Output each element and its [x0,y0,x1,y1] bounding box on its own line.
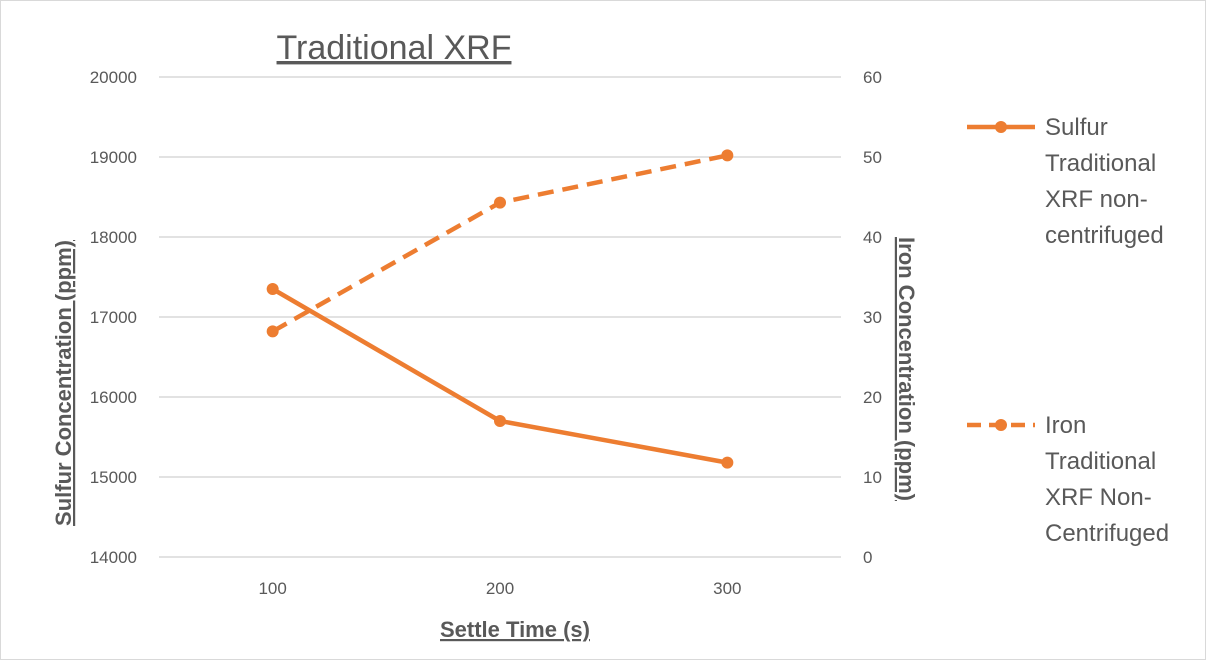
y-left-tick-label: 17000 [90,308,137,327]
legend-label-line: Iron [1045,412,1086,439]
gridlines [159,76,841,558]
series-line [271,153,728,334]
legend-label-line: Centrifuged [1045,520,1169,547]
data-point [494,196,506,209]
y-axis-right-ticks: 0 10 20 30 40 50 60 [863,68,882,567]
series-sulfur [266,283,734,469]
y-axis-title-left: Sulfur Concentration (ppm) [51,240,76,526]
y-right-tick-label: 30 [863,308,882,327]
y-right-tick-label: 40 [863,228,882,247]
data-point [494,415,506,427]
legend-item: Iron Traditional XRF Non- Centrifuged [967,412,1169,547]
legend-marker [995,121,1007,133]
data-point [721,456,734,469]
legend: Sulfur Traditional XRF non-centrifuged Iron… [967,114,1169,547]
x-tick-label: 300 [713,579,741,598]
legend-label-line: Traditional [1045,448,1156,475]
x-axis-ticks: 100 200 300 [258,579,741,598]
data-point [721,149,734,162]
y-right-tick-label: 10 [863,468,882,487]
series-line [271,287,728,465]
legend-label-line: XRF non- [1045,186,1148,213]
x-tick-label: 100 [258,579,286,598]
x-tick-label: 200 [486,579,514,598]
legend-item: Sulfur Traditional XRF non-centrifuged [967,114,1164,249]
y-axis-left-ticks: 14000 15000 16000 17000 18000 19000 20000 [90,68,137,567]
data-point [266,283,279,295]
y-left-tick-label: 15000 [90,468,137,487]
legend-label-line: Sulfur [1045,114,1108,141]
plot-series [266,149,734,469]
y-left-tick-label: 20000 [90,68,137,87]
y-left-tick-label: 16000 [90,388,137,407]
y-left-tick-label: 14000 [90,548,137,567]
x-axis-title: Settle Time (s) [440,617,590,642]
legend-label-line: centrifuged [1045,222,1164,249]
legend-label-line: XRF Non- [1045,484,1152,511]
y-right-tick-label: 0 [863,548,872,567]
y-left-tick-label: 19000 [90,148,137,167]
y-right-tick-label: 20 [863,388,882,407]
legend-marker [995,419,1007,431]
y-right-tick-label: 50 [863,148,882,167]
y-right-tick-label: 60 [863,68,882,87]
legend-label-line: Traditional [1045,150,1156,177]
chart-title: Traditional XRF [277,29,512,67]
series-iron [266,149,734,338]
data-point [266,325,279,338]
y-axis-title-right: Iron Concentration (ppm) [894,237,919,501]
y-left-tick-label: 18000 [90,228,137,247]
